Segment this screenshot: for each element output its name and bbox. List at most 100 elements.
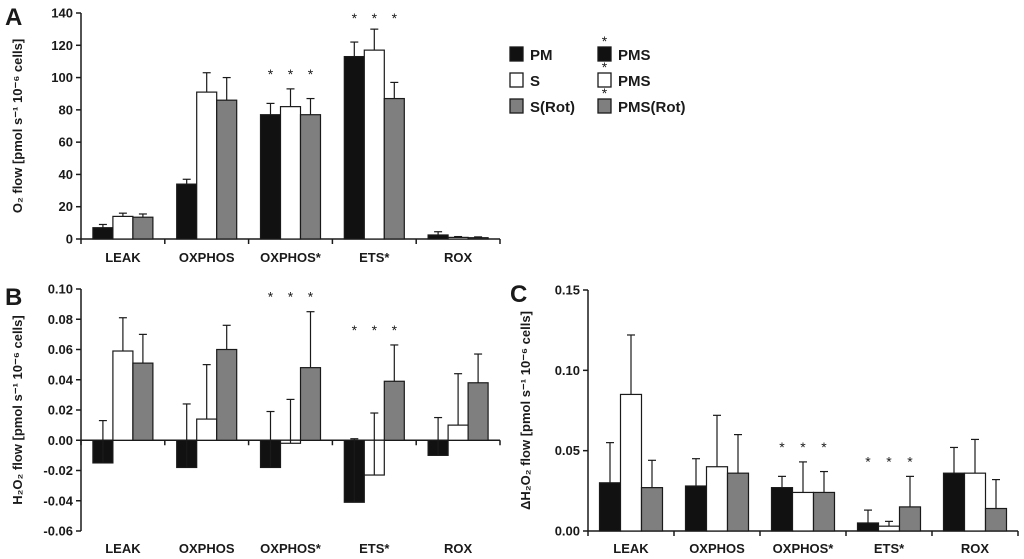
bar-s-oxphos-star xyxy=(791,491,815,532)
legend-label: PMS xyxy=(618,73,651,90)
legend-star: * xyxy=(602,85,608,101)
bar-srot-oxphos-star xyxy=(299,367,322,441)
significance-star: * xyxy=(352,322,358,338)
significance-star: * xyxy=(372,10,378,26)
legend-label: PM xyxy=(530,47,553,64)
y-tick-label: 0.00 xyxy=(48,433,73,448)
y-tick-label: 0.02 xyxy=(48,403,73,418)
bar-srot-ets-star xyxy=(898,506,922,532)
bar-srot-leak xyxy=(132,362,154,441)
significance-star: * xyxy=(372,322,378,338)
bar-srot-oxphos xyxy=(216,99,238,240)
bar-s-leak xyxy=(112,215,134,240)
y-axis-title: H₂O₂ flow [pmol s⁻¹ 10⁻⁶ cells] xyxy=(10,315,25,504)
y-tick-label: 100 xyxy=(51,70,73,85)
x-category-label: OXPHOS xyxy=(179,250,235,265)
bar-s-ets-star xyxy=(877,525,901,532)
legend-swatch xyxy=(597,72,612,88)
y-tick-label: 0.04 xyxy=(48,372,74,387)
significance-star: * xyxy=(288,289,294,305)
bar-srot-leak xyxy=(640,487,664,532)
x-category-label: LEAK xyxy=(105,250,141,265)
panel-letter: C xyxy=(510,281,527,308)
y-tick-label: 0.00 xyxy=(555,524,580,539)
legend-swatch xyxy=(509,46,524,62)
y-tick-label: 0.15 xyxy=(555,283,580,298)
bar-srot-leak xyxy=(132,216,154,240)
bar-pm-oxphos-star xyxy=(770,487,794,532)
x-category-label: ROX xyxy=(961,541,990,556)
significance-star: * xyxy=(308,66,314,82)
bar-s-oxphos-star xyxy=(279,106,302,240)
legend-star: * xyxy=(602,59,608,75)
bar-pm-ets-star xyxy=(856,522,880,532)
x-category-label: OXPHOS* xyxy=(773,541,835,556)
legend-swatch xyxy=(597,46,612,62)
y-tick-label: 140 xyxy=(51,6,73,21)
panel-letter: B xyxy=(5,284,22,311)
significance-star: * xyxy=(352,10,358,26)
y-tick-label: -0.04 xyxy=(43,493,73,508)
x-category-label: ETS* xyxy=(359,541,390,556)
significance-star: * xyxy=(886,453,892,469)
bar-srot-rox xyxy=(467,237,489,240)
bar-srot-oxphos xyxy=(216,348,238,441)
significance-star: * xyxy=(288,66,294,82)
y-tick-label: 0.10 xyxy=(48,282,73,297)
significance-star: * xyxy=(392,10,398,26)
significance-star: * xyxy=(268,66,274,82)
legend-swatch xyxy=(509,98,524,114)
y-tick-label: -0.02 xyxy=(43,463,73,478)
significance-star: * xyxy=(821,439,827,455)
x-category-label: ROX xyxy=(444,250,473,265)
y-axis-title: ΔH₂O₂ flow [pmol s⁻¹ 10⁻⁶ cells] xyxy=(518,311,533,510)
bar-s-oxphos xyxy=(196,418,218,441)
y-tick-label: 40 xyxy=(59,167,73,182)
y-tick-label: 20 xyxy=(59,199,73,214)
y-tick-label: 0.08 xyxy=(48,312,73,327)
legend-label: PMS(Rot) xyxy=(618,99,686,116)
y-axis-title: O₂ flow [pmol s⁻¹ 10⁻⁶ cells] xyxy=(10,39,25,213)
significance-star: * xyxy=(907,453,913,469)
bar-s-oxphos xyxy=(705,466,729,532)
y-tick-label: -0.06 xyxy=(43,524,73,539)
bar-srot-oxphos-star xyxy=(299,114,322,240)
legend-swatch xyxy=(597,98,612,114)
bar-pm-ets-star xyxy=(343,55,365,240)
significance-star: * xyxy=(779,439,785,455)
bar-s-rox xyxy=(447,236,469,240)
bar-srot-rox xyxy=(984,507,1008,532)
x-category-label: LEAK xyxy=(105,541,141,556)
legend-star: * xyxy=(602,33,608,49)
bar-pm-rox xyxy=(427,234,449,240)
x-category-label: OXPHOS xyxy=(689,541,745,556)
bar-pm-oxphos xyxy=(176,183,198,240)
bar-srot-rox xyxy=(467,382,489,441)
bar-s-ets-star xyxy=(363,49,385,240)
x-category-label: OXPHOS* xyxy=(260,541,322,556)
y-tick-label: 0.06 xyxy=(48,342,73,357)
x-category-label: LEAK xyxy=(613,541,649,556)
x-category-label: OXPHOS xyxy=(179,541,235,556)
significance-star: * xyxy=(308,289,314,305)
y-tick-label: 80 xyxy=(59,102,73,117)
legend-swatch xyxy=(509,72,524,88)
legend-label: S(Rot) xyxy=(530,99,575,116)
bar-s-rox xyxy=(447,424,469,441)
x-category-label: ETS* xyxy=(359,250,390,265)
y-tick-label: 0 xyxy=(66,232,73,247)
panel-c: C ΔH₂O₂ flow [pmol s⁻¹ 10⁻⁶ cells] 0.00 0.0… xyxy=(510,281,1019,556)
significance-star: * xyxy=(865,453,871,469)
y-tick-label: 120 xyxy=(51,38,73,53)
x-category-label: ROX xyxy=(444,541,473,556)
bar-s-oxphos xyxy=(196,91,218,240)
bar-pm-leak xyxy=(92,227,114,240)
y-tick-label: 0.10 xyxy=(555,363,580,378)
panel-b: B H₂O₂ flow [pmol s⁻¹ 10⁻⁶ cells] -0.06 -0.… xyxy=(5,282,501,556)
bar-s-rox xyxy=(963,472,987,532)
x-category-label: ETS* xyxy=(874,541,905,556)
bar-srot-oxphos-star xyxy=(812,491,836,532)
bar-pm-rox xyxy=(942,472,966,532)
